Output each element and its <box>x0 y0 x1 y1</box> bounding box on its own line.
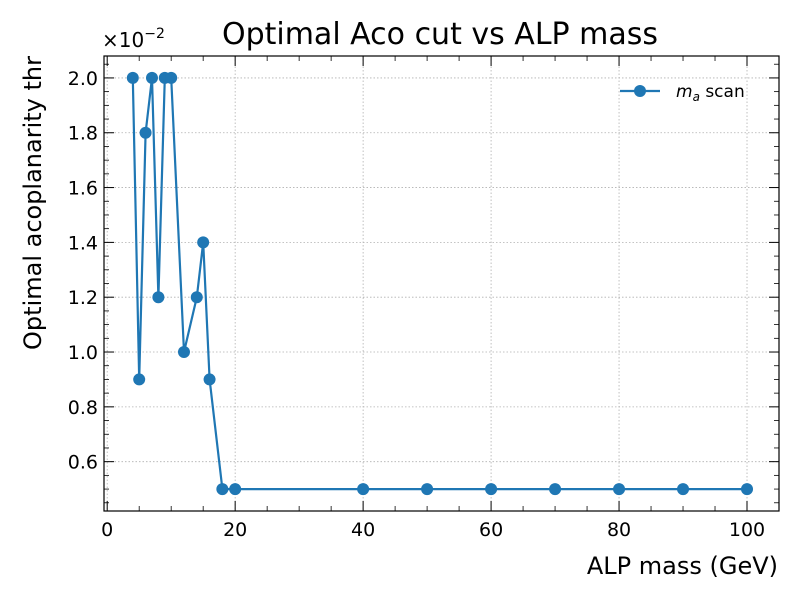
data-point <box>741 483 754 496</box>
data-point <box>216 483 229 496</box>
chart-title: Optimal Aco cut vs ALP mass <box>222 17 658 52</box>
x-tick-label: 80 <box>607 519 631 541</box>
legend-label-main: m <box>676 82 693 102</box>
x-tick-label: 60 <box>479 519 503 541</box>
data-point <box>357 483 370 496</box>
y-tick-label: 0.6 <box>68 452 98 474</box>
y-tick-label: 0.8 <box>68 397 98 419</box>
legend-label: ma scan <box>676 82 745 104</box>
data-point <box>152 291 165 304</box>
series-line <box>131 76 747 491</box>
legend-label-rest: scan <box>700 82 745 102</box>
data-point <box>677 483 690 496</box>
data-point <box>133 373 146 386</box>
data-point <box>613 483 626 496</box>
data-point <box>126 71 139 84</box>
y-offset-base: ×10 <box>102 28 144 52</box>
grid-lines <box>104 56 779 511</box>
x-tick-label: 0 <box>101 519 113 541</box>
y-tick-label: 1.0 <box>68 342 98 364</box>
axis-tick-labels: 0 20 40 60 80 100 0.6 0.8 1.0 1.2 1.4 1.6 1.8 2.0 <box>68 68 765 541</box>
y-tick-label: 1.6 <box>68 178 98 200</box>
y-tick-label: 1.8 <box>68 123 98 145</box>
data-point <box>145 71 158 84</box>
data-point <box>177 346 190 359</box>
data-point <box>229 483 242 496</box>
legend-marker <box>634 85 646 97</box>
data-point <box>139 126 152 139</box>
legend-label-sub: a <box>693 90 700 104</box>
legend: ma scan <box>620 82 745 104</box>
data-point <box>421 483 434 496</box>
y-tick-label: 2.0 <box>68 68 98 90</box>
data-point <box>190 291 203 304</box>
data-point <box>197 236 210 249</box>
data-point <box>203 373 216 386</box>
series-layer <box>126 71 754 496</box>
y-offset-label: ×10−2 <box>102 26 165 52</box>
x-tick-label: 100 <box>729 519 765 541</box>
y-axis-label: Optimal acoplanarity thr <box>19 56 47 350</box>
x-tick-label: 20 <box>223 519 247 541</box>
y-tick-label: 1.4 <box>68 232 98 254</box>
axis-ticks <box>104 56 779 511</box>
x-axis-label: ALP mass (GeV) <box>587 552 778 580</box>
data-point <box>165 71 178 84</box>
data-point <box>485 483 498 496</box>
data-point <box>549 483 562 496</box>
svg-text:×10−2: ×10−2 <box>102 26 165 52</box>
y-offset-exponent: −2 <box>144 26 165 42</box>
y-tick-label: 1.2 <box>68 287 98 309</box>
x-tick-label: 40 <box>351 519 375 541</box>
